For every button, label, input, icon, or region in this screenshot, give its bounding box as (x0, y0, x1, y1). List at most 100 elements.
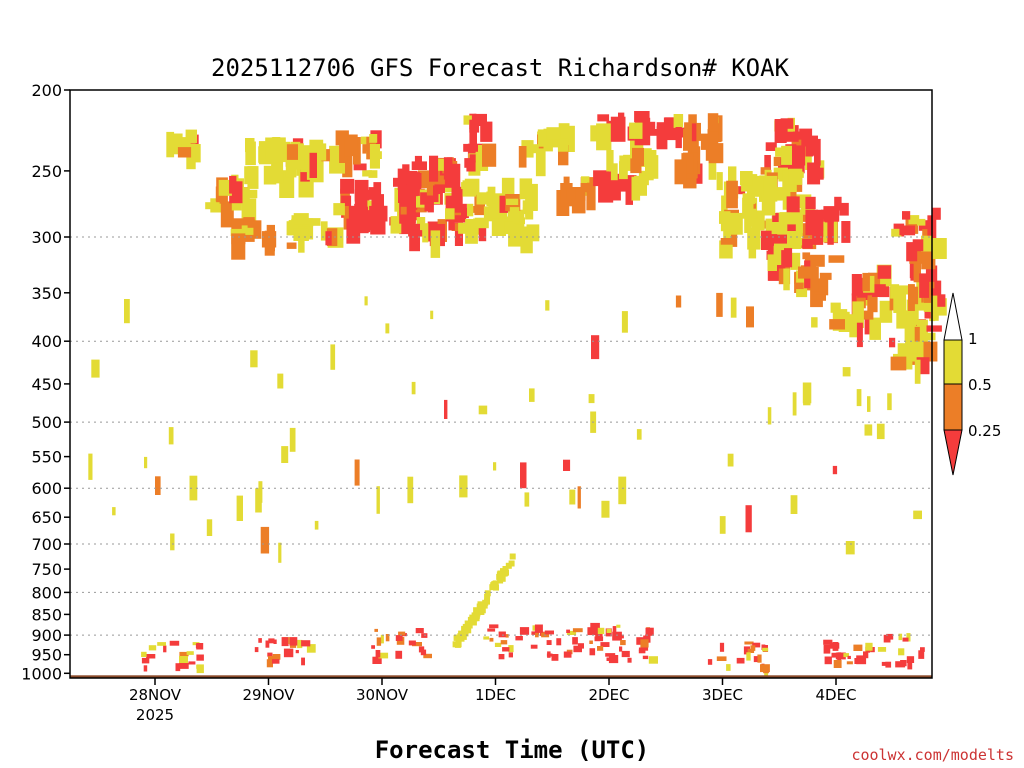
heatmap-cell (191, 144, 201, 163)
heatmap-cell (469, 119, 480, 133)
heatmap-cell (898, 633, 903, 641)
heatmap-cell (864, 314, 871, 335)
heatmap-cell (273, 639, 277, 644)
heatmap-cell (196, 643, 204, 650)
heatmap-cell (913, 510, 922, 520)
heatmap-cell (720, 211, 731, 232)
heatmap-cell (786, 162, 801, 174)
heatmap-cell (627, 657, 632, 663)
heatmap-cell (605, 653, 616, 657)
heatmap-cell (286, 144, 298, 160)
heatmap-cell (645, 627, 654, 636)
heatmap-cell (408, 640, 416, 646)
heatmap-cell (445, 208, 455, 220)
heatmap-cell (771, 215, 784, 232)
heatmap-cell (753, 656, 758, 663)
heatmap-cell (295, 159, 309, 170)
heatmap-cell (498, 654, 505, 660)
heatmap-cell (877, 265, 892, 279)
heatmap-cell (390, 216, 402, 234)
heatmap-cell (179, 656, 188, 664)
heatmap-cell (245, 138, 255, 153)
heatmap-cell (890, 356, 907, 371)
heatmap-cell (520, 462, 527, 489)
heatmap-cell (619, 155, 628, 169)
y-tick-label: 700 (31, 535, 62, 554)
heatmap-cell (664, 126, 677, 134)
heatmap-cell (640, 148, 652, 167)
heatmap-cell (493, 584, 499, 591)
heatmap-cell (508, 645, 514, 653)
heatmap-cell (289, 427, 296, 452)
heatmap-cell (179, 663, 189, 669)
heatmap-cell (745, 505, 752, 533)
heatmap-cell (597, 646, 604, 651)
heatmap-cell (333, 203, 345, 216)
heatmap-cell (250, 350, 258, 368)
heatmap-cell (547, 651, 551, 658)
heatmap-cell (413, 204, 420, 221)
y-tick-label: 600 (31, 479, 62, 498)
heatmap-cell (842, 367, 851, 377)
heatmap-cell (827, 219, 834, 245)
heatmap-cell (684, 122, 692, 148)
heatmap-cell (369, 134, 378, 143)
heatmap-cell (320, 221, 328, 241)
heatmap-cell (518, 146, 527, 168)
heatmap-cell (912, 239, 924, 252)
heatmap-cell (577, 643, 584, 649)
heatmap-cell (464, 158, 474, 168)
heatmap-cell (746, 652, 751, 661)
x-tick-label: 28NOV (129, 686, 182, 704)
heatmap-cell (525, 197, 534, 220)
heatmap-cell (267, 652, 273, 657)
heatmap-cell (305, 225, 314, 240)
heatmap-cell (773, 156, 784, 167)
heatmap-cell (889, 337, 896, 348)
heatmap-cell (902, 321, 914, 328)
heatmap-cell (681, 153, 694, 174)
heatmap-cell (906, 656, 915, 663)
heatmap-cell (189, 475, 198, 501)
heatmap-cell (314, 520, 319, 530)
heatmap-cell (761, 195, 776, 216)
heatmap-cell (91, 359, 100, 378)
heatmap-cell (824, 656, 832, 665)
heatmap-cell (179, 651, 189, 657)
heatmap-cell (415, 628, 424, 634)
heatmap-cell (173, 133, 183, 155)
heatmap-cell (484, 590, 491, 597)
heatmap-cell (515, 636, 523, 641)
x-axis-label: Forecast Time (UTC) (375, 736, 650, 764)
heatmap-cell (293, 213, 309, 225)
heatmap-cell (814, 282, 827, 295)
heatmap-cell (931, 207, 941, 220)
heatmap-cell (498, 574, 505, 581)
heatmap-cell (856, 389, 862, 407)
heatmap-cell (829, 319, 845, 330)
heatmap-cell (898, 648, 905, 656)
heatmap-cell (385, 323, 390, 334)
heatmap-cell (506, 198, 519, 205)
heatmap-cell (380, 634, 384, 644)
heatmap-cell (634, 111, 650, 122)
colorbar-label: 1 (968, 330, 978, 348)
heatmap-cell (529, 388, 535, 402)
heatmap-cell (768, 246, 776, 256)
y-tick-label: 550 (31, 448, 62, 467)
heatmap-cell (167, 133, 176, 146)
heatmap-cell (168, 427, 174, 445)
heatmap-cell (646, 121, 656, 136)
heatmap-cell (743, 208, 757, 219)
heatmap-cell (793, 214, 803, 237)
heatmap-cell (918, 650, 925, 659)
heatmap-cell (465, 627, 472, 634)
heatmap-cell (493, 462, 497, 471)
heatmap-cell (604, 176, 616, 199)
heatmap-cell (913, 254, 921, 283)
heatmap-cell (791, 135, 802, 151)
y-tick-label: 900 (31, 626, 62, 645)
heatmap-cell (802, 238, 813, 249)
heatmap-cell (648, 129, 659, 136)
heatmap-cell (476, 603, 483, 610)
